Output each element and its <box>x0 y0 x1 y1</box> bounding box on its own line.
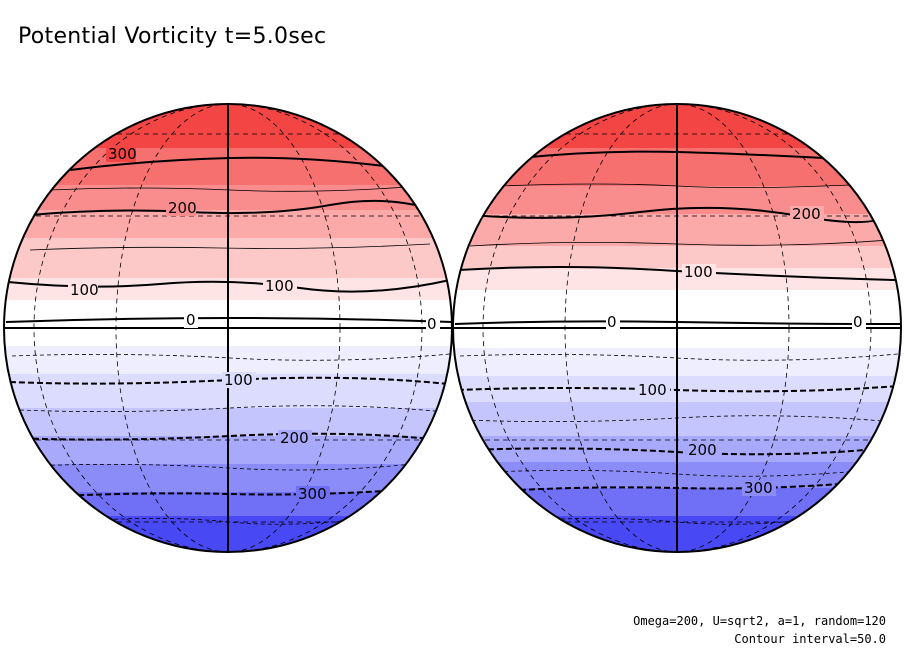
left-globe <box>3 103 453 553</box>
contour-interval-note: Contour interval=50.0 <box>734 632 886 646</box>
contour-label: 200 <box>792 205 821 223</box>
left-globe-contour-labels: 300 200 100 100 0 0 100 200 300 <box>68 145 440 503</box>
contour-label: 300 <box>744 479 773 497</box>
contour-label: 200 <box>688 441 717 459</box>
right-globe-outline <box>452 103 902 553</box>
right-globe-contour-labels: 200 100 0 0 100 200 300 <box>606 205 866 497</box>
contour-label: 300 <box>108 145 137 163</box>
contour-label: 0 <box>186 311 196 329</box>
contour-label: 100 <box>684 263 713 281</box>
contour-label: 0 <box>607 313 617 331</box>
contour-label: 100 <box>638 381 667 399</box>
contour-label: 0 <box>427 315 437 333</box>
contour-label: 200 <box>168 199 197 217</box>
contour-label: 100 <box>265 277 294 295</box>
contour-label: 300 <box>298 485 327 503</box>
right-globe <box>452 103 902 553</box>
contour-label: 100 <box>70 281 99 299</box>
contour-label: 200 <box>280 429 309 447</box>
contour-label: 100 <box>224 371 253 389</box>
model-parameters: Omega=200, U=sqrt2, a=1, random=120 <box>633 614 886 628</box>
contour-label: 0 <box>853 313 863 331</box>
plot-title: Potential Vorticity t=5.0sec <box>18 24 327 49</box>
